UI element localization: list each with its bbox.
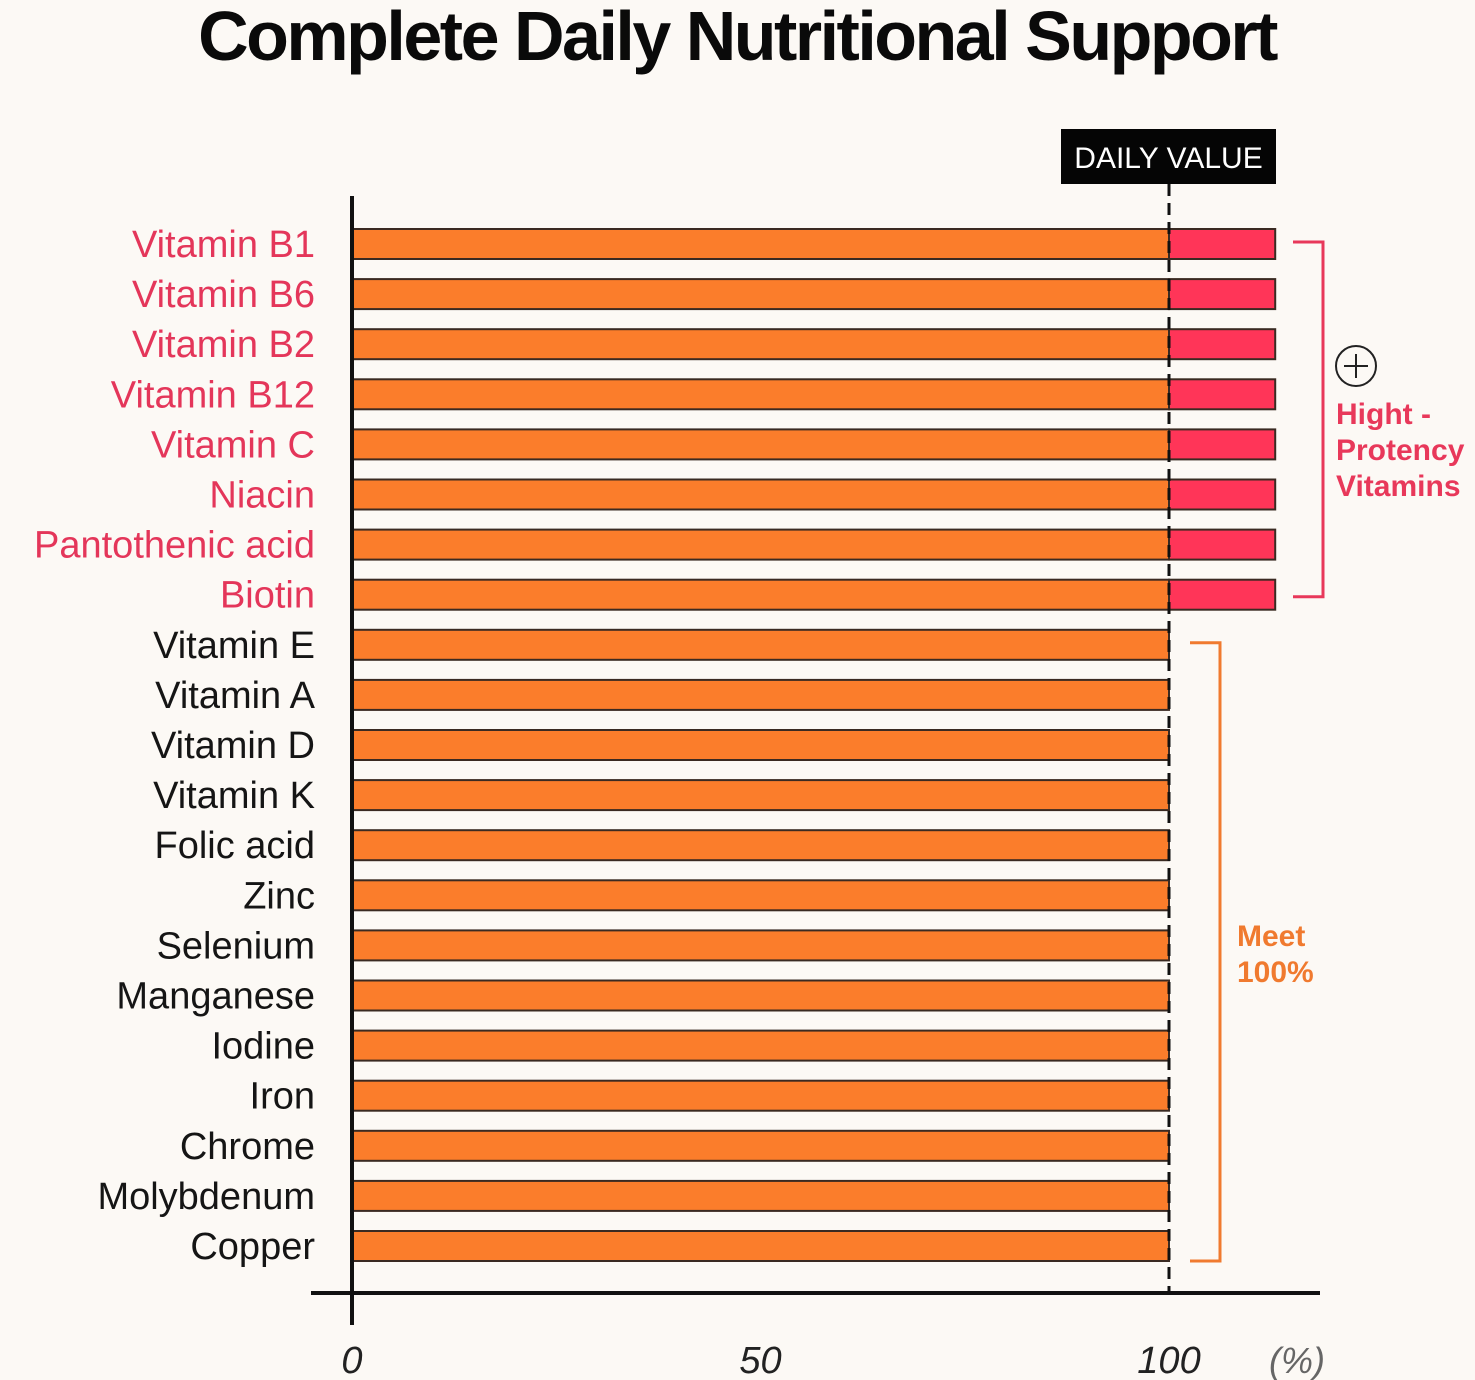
category-label: Manganese [116,976,315,1018]
bar-vitamin-a [351,678,1170,711]
category-labels: Vitamin B1 Vitamin B6 Vitamin B2 Vitamin B1… [34,224,316,1268]
bar-excess-niacin [1168,478,1277,511]
bar-vitamin-b2 [351,328,1170,361]
category-label: Niacin [209,475,315,517]
category-label: Chrome [180,1126,315,1168]
x-tick-label: 50 [739,1340,781,1380]
daily-value-label: DAILY VALUE [1074,142,1262,175]
category-label: Biotin [220,575,315,617]
bar-iodine [351,1029,1170,1062]
category-label: Vitamin E [153,625,315,667]
bar-selenium [351,929,1170,962]
category-label: Vitamin D [151,725,315,767]
category-label: Copper [190,1226,315,1268]
bar-vitamin-b12 [351,378,1170,411]
category-label: Vitamin B12 [111,374,315,416]
bar-copper [351,1230,1170,1262]
chart-title: Complete Daily Nutritional Support [198,0,1278,75]
category-label: Iodine [211,1026,315,1068]
meet-100-label-line: Meet [1237,920,1305,953]
bar-manganese [351,979,1170,1012]
high-potency-label-line: Hight - [1336,398,1431,431]
daily-value-label-box [1061,129,1276,184]
x-tick-label: 0 [341,1340,362,1380]
bar-excess-vitamin-b2 [1168,328,1277,361]
bar-excess-vitamin-c [1168,428,1277,461]
category-label: Pantothenic acid [34,525,315,567]
x-unit-label: (%) [1269,1340,1325,1380]
category-label: Vitamin B6 [132,274,315,316]
category-label: Molybdenum [97,1176,315,1218]
bar-folic-acid [351,829,1170,862]
x-tick-label: 100 [1137,1340,1200,1380]
bar-excess-vitamin-b12 [1168,378,1277,411]
category-label: Vitamin B2 [132,324,315,366]
bar-iron [351,1079,1170,1112]
bar-vitamin-b6 [351,278,1170,311]
plus-circle-ring [1335,345,1377,387]
bar-vitamin-e [351,628,1170,661]
category-label: Folic acid [155,825,316,867]
bars-layer [351,228,1277,1262]
bar-chrome [351,1129,1170,1162]
high-potency-bracket [1293,240,1325,599]
bar-vitamin-c [351,428,1170,461]
category-label: Zinc [243,875,315,917]
bar-vitamin-d [351,729,1170,761]
category-label: Selenium [157,925,315,967]
meet-100-bracket [1190,641,1222,1263]
bar-vitamin-k [351,779,1170,812]
axes: 0 50 100 (%) [311,196,1325,1380]
high-potency-label-line: Protency [1336,434,1465,467]
bar-biotin [351,578,1170,611]
category-label: Iron [250,1076,315,1118]
bar-niacin [351,478,1170,511]
daily-value-reference: DAILY VALUE [1061,129,1276,1293]
category-label: Vitamin A [155,675,315,717]
bar-molybdenum [351,1179,1170,1212]
category-label: Vitamin C [151,424,315,466]
meet-100-label-line: 100% [1237,956,1314,989]
bar-zinc [351,879,1170,912]
bar-excess-pantothenic-acid [1168,528,1277,561]
bar-excess-vitamin-b1 [1168,228,1277,260]
bar-pantothenic-acid [351,528,1170,561]
category-label: Vitamin B1 [132,224,315,266]
bar-excess-vitamin-b6 [1168,278,1277,311]
high-potency-label-line: Vitamins [1336,470,1461,503]
bar-vitamin-b1 [351,228,1170,260]
bar-excess-biotin [1168,578,1277,611]
category-label: Vitamin K [153,775,315,817]
plus-circle-icon [1335,345,1377,387]
